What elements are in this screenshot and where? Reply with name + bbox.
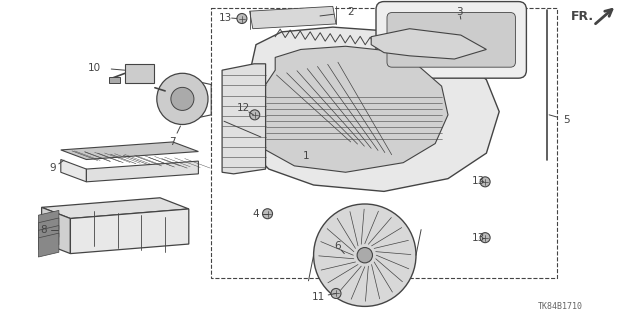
Circle shape [314, 204, 416, 307]
Polygon shape [38, 211, 59, 234]
Bar [211, 8, 557, 278]
Text: 6: 6 [334, 241, 340, 251]
Bar [125, 64, 154, 83]
Text: 12: 12 [237, 103, 250, 114]
Polygon shape [42, 207, 70, 254]
Polygon shape [38, 218, 59, 242]
Circle shape [237, 13, 247, 24]
Text: TK84B1710: TK84B1710 [538, 302, 582, 311]
Text: 10: 10 [88, 63, 101, 73]
Circle shape [357, 248, 372, 263]
Circle shape [157, 73, 208, 124]
Circle shape [262, 209, 273, 219]
Circle shape [250, 110, 260, 120]
Text: 2: 2 [348, 7, 354, 17]
Circle shape [331, 288, 341, 299]
Text: 3: 3 [456, 7, 463, 17]
Polygon shape [250, 6, 336, 29]
Circle shape [480, 233, 490, 243]
Text: 11: 11 [312, 292, 325, 302]
Text: 4: 4 [253, 209, 259, 219]
Polygon shape [256, 46, 448, 172]
Text: 13: 13 [219, 12, 232, 23]
Text: FR.: FR. [570, 10, 593, 23]
Polygon shape [42, 198, 189, 219]
Polygon shape [38, 233, 59, 257]
Text: 5: 5 [563, 115, 570, 125]
Polygon shape [222, 64, 266, 174]
Polygon shape [70, 209, 189, 254]
Text: 9: 9 [49, 163, 56, 174]
Polygon shape [61, 142, 198, 160]
Circle shape [480, 177, 490, 187]
FancyBboxPatch shape [376, 2, 526, 78]
Text: 13: 13 [472, 233, 485, 243]
Polygon shape [240, 27, 499, 191]
Polygon shape [38, 226, 59, 249]
Polygon shape [371, 29, 486, 59]
Polygon shape [61, 160, 86, 182]
Text: 8: 8 [40, 225, 47, 235]
FancyBboxPatch shape [387, 12, 515, 67]
Polygon shape [86, 161, 198, 182]
Text: 1: 1 [303, 151, 309, 161]
Text: 13: 13 [472, 176, 485, 186]
Circle shape [171, 87, 194, 110]
Bar [109, 77, 120, 83]
Text: 7: 7 [170, 137, 176, 147]
